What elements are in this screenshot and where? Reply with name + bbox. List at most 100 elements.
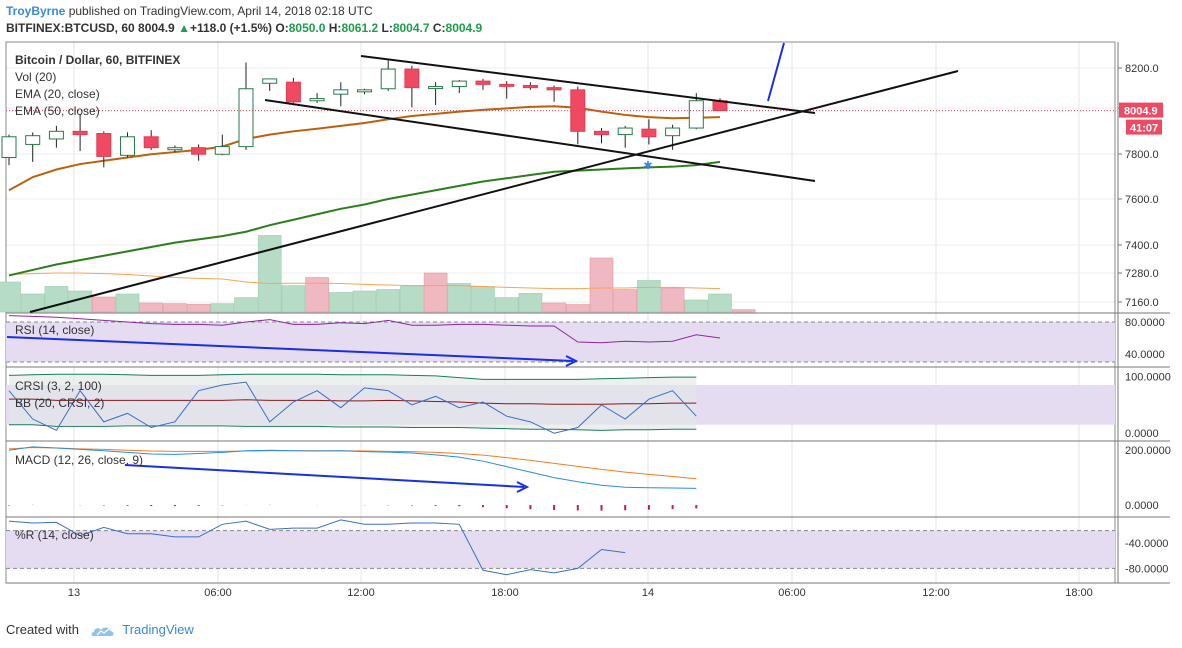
macd-divergence-arrow <box>124 464 525 488</box>
open-value: 8050.0 <box>288 21 326 35</box>
projection-line <box>767 42 785 102</box>
rsi-tick: 40.0000 <box>1125 349 1165 361</box>
volume-bar <box>139 302 163 313</box>
volume-bar <box>281 285 306 313</box>
candle-body <box>72 130 88 136</box>
bb-upper-line <box>8 373 697 380</box>
wr-legend: %R (14, close) <box>15 528 94 542</box>
volume-bar <box>565 304 590 313</box>
crsi-legend: CRSI (3, 2, 100) <box>15 379 102 393</box>
volume-ma-line <box>8 272 721 290</box>
trendline-lower <box>264 99 816 182</box>
created-with-text: Created with <box>6 622 79 637</box>
candle-body <box>48 130 64 140</box>
candle-body <box>617 127 633 136</box>
volume-bar <box>447 283 472 313</box>
publish-line: TroyByrne published on TradingView.com, … <box>6 4 373 18</box>
crsi-tick: 100.0000 <box>1125 372 1171 384</box>
volume-bar <box>494 297 519 313</box>
x-tick-label: 14 <box>642 587 654 599</box>
volume-bar <box>257 235 282 313</box>
low-label: L: <box>381 21 393 35</box>
high-label: H: <box>328 21 342 35</box>
overlay-legend: Vol (20) <box>15 70 56 84</box>
chart-canvas[interactable]: ✱ 13 06:00 12:00 18:00 14 06:00 12:00 18:00 8200… <box>0 40 1182 616</box>
volume-bar <box>684 299 709 313</box>
volume-bar <box>115 293 140 313</box>
countdown-badge-text: 41:07 <box>1130 123 1158 135</box>
macd-tick: 0.0000 <box>1125 500 1159 512</box>
price-tick-label: 8200.0 <box>1125 63 1159 75</box>
wr-tick: -80.0000 <box>1125 563 1168 575</box>
x-tick-label: 06:00 <box>778 587 806 599</box>
up-arrow-icon: ▲ <box>178 21 190 35</box>
volume-bar <box>613 289 638 313</box>
countdown-badge <box>1126 119 1162 135</box>
x-tick-label: 18:00 <box>1065 587 1093 599</box>
volume-bar <box>731 309 756 313</box>
macd-legend: MACD (12, 26, close, 9) <box>15 453 143 467</box>
x-tick-label: 12:00 <box>347 587 375 599</box>
price-tick-label: 7280.0 <box>1125 268 1159 280</box>
macd-tick: 200.0000 <box>1125 445 1171 457</box>
candle-body <box>167 147 183 151</box>
candle-body <box>522 84 538 89</box>
ema20-line <box>8 105 721 192</box>
open-label: O: <box>275 21 289 35</box>
x-tick-label: 18:00 <box>491 587 519 599</box>
price-tick-label: 7600.0 <box>1125 194 1159 206</box>
volume-bar <box>589 257 614 313</box>
close-label: C: <box>432 21 446 35</box>
candle-body <box>96 133 112 157</box>
candle-body <box>546 87 562 91</box>
bb-fill <box>9 374 697 431</box>
price-change: +118.0 (+1.5%) <box>189 21 273 35</box>
volume-bar <box>660 287 685 313</box>
volume-bar <box>305 277 329 313</box>
author-link[interactable]: TroyByrne <box>6 4 66 18</box>
trendline-support <box>29 70 959 313</box>
candle-body <box>428 86 444 90</box>
candle-body <box>665 127 681 137</box>
symbol-label: BITFINEX:BTCUSD, 60 <box>6 21 135 35</box>
volume-bar <box>163 303 187 313</box>
candle-body <box>191 147 207 155</box>
candle-body <box>333 89 349 95</box>
crsi-line <box>8 381 697 434</box>
volume-bar <box>186 303 211 313</box>
volume-bar <box>234 297 258 313</box>
candle-body <box>404 68 420 89</box>
rsi-line <box>8 315 721 344</box>
volume-bar <box>518 293 543 313</box>
volume-bar <box>210 303 235 313</box>
crsi-tick: 0.0000 <box>1125 428 1159 440</box>
overlay-legend: EMA (20, close) <box>15 87 100 101</box>
candle-body <box>309 98 325 102</box>
candle-body <box>451 80 467 88</box>
volume-bar <box>637 280 661 313</box>
tradingview-link[interactable]: TradingView <box>122 622 194 637</box>
x-tick-label: 13 <box>68 587 80 599</box>
price-tick-label: 7800.0 <box>1125 149 1159 161</box>
candle-body <box>214 146 230 155</box>
candle-body <box>594 130 609 136</box>
x-tick-label: 12:00 <box>922 587 950 599</box>
overlay-legend: EMA (50, close) <box>15 104 100 118</box>
price-tick-label: 7400.0 <box>1125 240 1159 252</box>
volume-bar <box>0 281 21 313</box>
high-value: 8061.2 <box>341 21 379 35</box>
volume-bar <box>92 296 116 313</box>
candle-body <box>641 128 657 138</box>
wr-line <box>8 519 626 576</box>
rsi-tick: 80.0000 <box>1125 317 1165 329</box>
candle-body <box>1 136 17 159</box>
candle-body <box>25 135 41 145</box>
last-price-badge <box>1119 102 1163 118</box>
candle-body <box>475 80 491 85</box>
macd-line <box>8 446 697 489</box>
volume-bar <box>423 272 448 313</box>
trendline-upper <box>360 55 816 114</box>
last-price: 8004.9 <box>138 21 175 35</box>
rsi-legend: RSI (14, close) <box>15 323 94 337</box>
candle-body <box>688 100 704 129</box>
